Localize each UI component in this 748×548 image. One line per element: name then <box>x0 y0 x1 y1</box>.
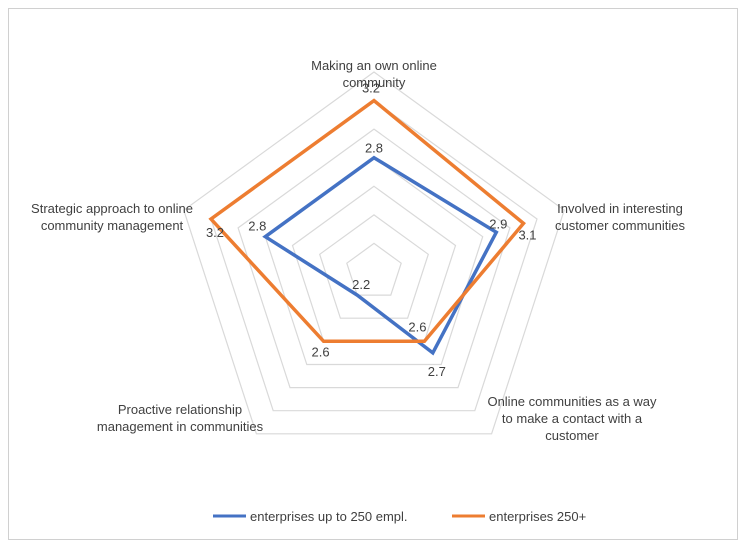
category-label-line: customer <box>545 428 599 443</box>
data-label-small-enterprises: 2.7 <box>428 364 446 379</box>
category-label-line: Proactive relationship <box>118 402 242 417</box>
gridline-ring <box>346 242 402 296</box>
data-label-large-enterprises: 3.2 <box>362 81 380 96</box>
category-label-line: community <box>343 75 406 90</box>
category-label-line: community management <box>41 218 184 233</box>
series-line-small-enterprises <box>262 155 499 356</box>
data-label-small-enterprises: 2.9 <box>489 216 507 231</box>
gridline-ring <box>318 214 430 319</box>
gridline-ring <box>237 128 511 389</box>
data-label-large-enterprises: 3.1 <box>518 227 536 242</box>
category-label: Proactive relationship management in comm… <box>97 402 264 434</box>
category-label-line: to make a contact with a <box>502 411 643 426</box>
category-label: Involved in interesting customer communit… <box>555 201 686 233</box>
gridline-ring <box>183 71 565 435</box>
category-label-line: management in communities <box>97 419 264 434</box>
category-label: Making an own online community <box>311 58 437 90</box>
legend-label-large-enterprises: enterprises 250+ <box>489 509 586 524</box>
category-label-line: Online communities as a way <box>487 394 657 409</box>
data-label-large-enterprises: 2.6 <box>312 344 330 359</box>
category-label-line: Making an own online <box>311 58 437 73</box>
category-labels: Making an own online community Involved in… <box>31 58 685 443</box>
radar-series <box>208 98 526 356</box>
data-labels: 2.8 2.9 2.7 2.2 2.8 3.2 3.1 2.6 2.6 3.2 <box>206 81 537 379</box>
data-label-small-enterprises: 2.8 <box>365 141 383 156</box>
category-label-line: customer communities <box>555 218 686 233</box>
data-label-small-enterprises: 2.2 <box>352 277 370 292</box>
chart-frame <box>8 8 738 540</box>
legend: enterprises up to 250 empl. enterprises … <box>213 509 586 524</box>
legend-label-small-enterprises: enterprises up to 250 empl. <box>250 509 408 524</box>
data-label-large-enterprises: 3.2 <box>206 225 224 240</box>
series-line-large-enterprises <box>208 98 526 344</box>
category-label-line: Involved in interesting <box>557 201 683 216</box>
data-label-large-enterprises: 2.6 <box>408 319 426 334</box>
category-label: Online communities as a way to make a con… <box>487 394 657 443</box>
category-label: Strategic approach to online community ma… <box>31 201 193 233</box>
data-label-small-enterprises: 2.8 <box>248 219 266 234</box>
category-label-line: Strategic approach to online <box>31 201 193 216</box>
